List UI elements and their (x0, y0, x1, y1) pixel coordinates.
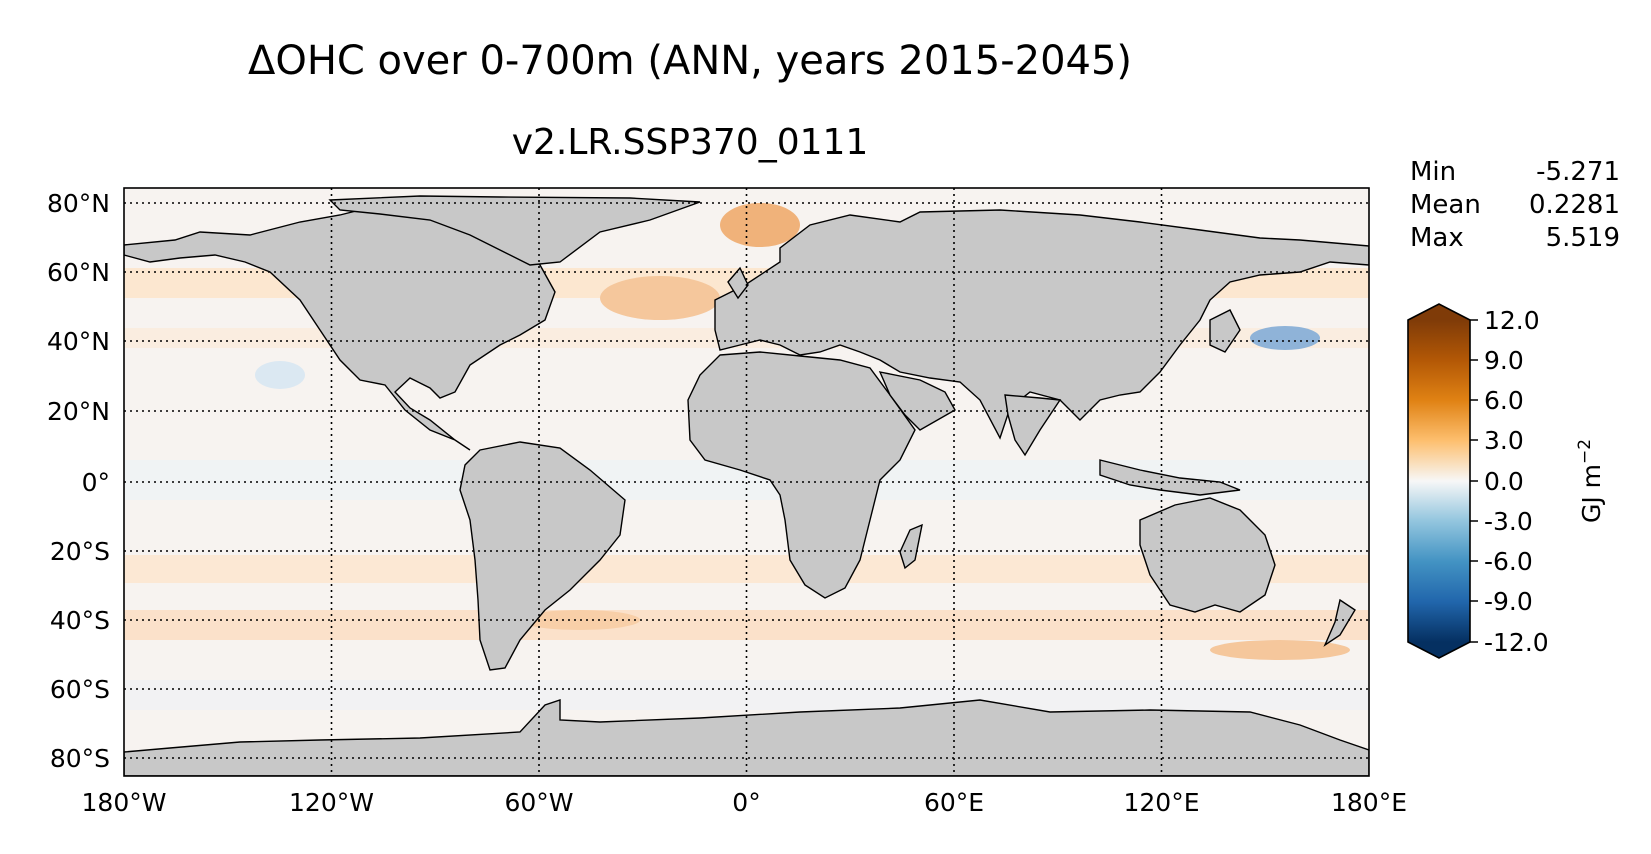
lat-tick-label: 0° (82, 468, 110, 497)
stat-mean-value: 0.2281 (1529, 190, 1620, 220)
colorbar-tick-label: 6.0 (1484, 386, 1524, 415)
greenland (328, 195, 701, 266)
colorbar-tick-label: -12.0 (1484, 628, 1549, 657)
colorbar-tick-labels: 12.0 9.0 6.0 3.0 0.0 -3.0 -6.0 -9.0 -12.… (1484, 306, 1549, 657)
colorbar-tick-label: 12.0 (1484, 306, 1540, 335)
statistics-panel: Min -5.271 Mean 0.2281 Max 5.519 (1410, 156, 1620, 255)
stat-min: Min -5.271 (1410, 156, 1620, 189)
africa (687, 351, 916, 599)
india (1004, 394, 1062, 457)
lon-tick-label: 0° (732, 788, 760, 817)
stat-max-label: Max (1410, 223, 1464, 253)
australia (1139, 497, 1276, 613)
lat-tick-label: 60°N (47, 258, 110, 287)
colorbar-gradient (1408, 320, 1470, 642)
lat-tick-label: 40°N (47, 327, 110, 356)
colorbar-tick-label: 9.0 (1484, 346, 1524, 375)
land (124, 195, 1369, 776)
madagascar (899, 523, 923, 570)
colorbar-tick-label: -6.0 (1484, 547, 1533, 576)
colorbar-units-label: GJ m−2 (1575, 439, 1606, 523)
stat-max-value: 5.519 (1545, 223, 1620, 253)
colorbar-extend-max (1408, 304, 1470, 320)
units-exponent: −2 (1575, 439, 1595, 464)
lon-tick-label: 120°W (289, 788, 374, 817)
stat-mean-label: Mean (1410, 190, 1481, 220)
colorbar-extend-min (1408, 642, 1470, 658)
eurasia (714, 209, 1369, 440)
stat-mean: Mean 0.2281 (1410, 189, 1620, 222)
units-base: GJ m (1577, 464, 1606, 523)
colorbar-tick-label: -3.0 (1484, 507, 1533, 536)
colorbar-ticks (1470, 319, 1478, 643)
stat-min-value: -5.271 (1536, 157, 1620, 187)
lat-tick-label: 60°S (50, 675, 110, 704)
arabia (878, 371, 956, 431)
lon-tick-label: 60°W (504, 788, 573, 817)
lon-tick-labels: 180°W 120°W 60°W 0° 60°E 120°E 180°E (82, 788, 1407, 817)
lon-tick-label: 180°E (1331, 788, 1407, 817)
lat-tick-label: 20°S (50, 537, 110, 566)
lon-tick-label: 60°E (924, 788, 984, 817)
lat-tick-labels: 80°N 60°N 40°N 20°N 0° 20°S 40°S 60°S 80… (47, 189, 110, 773)
colorbar-tick-label: 0.0 (1484, 467, 1524, 496)
map-frame (123, 187, 1370, 777)
colorbar-tick-label: -9.0 (1484, 587, 1533, 616)
stat-max: Max 5.519 (1410, 222, 1620, 255)
panel-subtitle: v2.LR.SSP370_0111 (511, 122, 869, 163)
lat-tick-label: 80°S (50, 744, 110, 773)
stat-min-label: Min (1410, 157, 1457, 187)
lon-tick-label: 180°W (82, 788, 167, 817)
lat-tick-label: 80°N (47, 189, 110, 218)
colorbar-tick-label: 3.0 (1484, 426, 1524, 455)
gridlines (124, 188, 1369, 776)
lat-tick-label: 40°S (50, 606, 110, 635)
indonesia (1099, 459, 1241, 496)
antarctica (124, 699, 1369, 776)
south-america (459, 441, 626, 671)
lat-tick-label: 20°N (47, 397, 110, 426)
colorbar: 12.0 9.0 6.0 3.0 0.0 -3.0 -6.0 -9.0 -12.… (1407, 303, 1606, 659)
lon-tick-label: 120°E (1123, 788, 1199, 817)
map-panel: 80°N 60°N 40°N 20°N 0° 20°S 40°S 60°S 80… (47, 187, 1407, 817)
new-zealand (1323, 598, 1356, 647)
